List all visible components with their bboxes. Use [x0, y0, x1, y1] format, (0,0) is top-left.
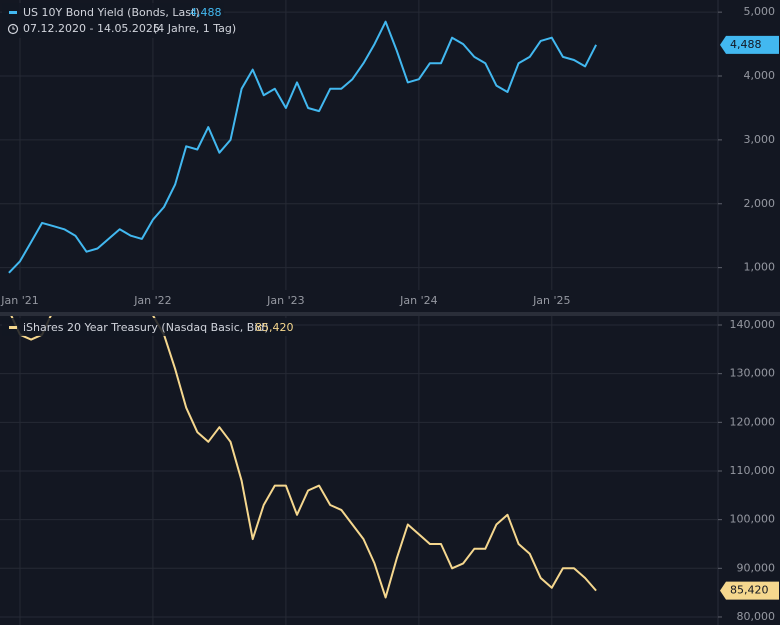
legend-bg: [2, 318, 292, 336]
grid: [0, 0, 718, 625]
line-series: [8, 20, 597, 274]
y-tick-label: 4,000: [744, 69, 776, 82]
y-tick-label: 110,000: [730, 464, 776, 477]
x-tick-label: Jan '23: [266, 294, 304, 307]
legend-label: US 10Y Bond Yield (Bonds, Last): [23, 6, 200, 19]
y-tick-label: 5,000: [744, 5, 776, 18]
y-tick-label: 90,000: [737, 561, 776, 574]
x-tick-label: Jan '22: [133, 294, 171, 307]
x-tick-label: Jan '24: [399, 294, 437, 307]
legend-value: 4,488: [190, 6, 222, 19]
date-range: 07.12.2020 - 14.05.2025: [23, 22, 160, 35]
y-tick-label: 3,000: [744, 133, 776, 146]
price-badge-label: 85,420: [730, 584, 769, 597]
y-tick-label: 130,000: [730, 367, 776, 380]
line-series: [10, 316, 597, 599]
y-tick-label: 120,000: [730, 415, 776, 428]
axis: Jan '21 Jan '22 Jan '23 Jan '24 Jan '25 1,000…: [0, 5, 779, 623]
period: (4 Jahre, 1 Tag): [153, 22, 236, 35]
clock-icon: [7, 23, 19, 35]
legend-bg: [2, 20, 232, 38]
pane-separator: [0, 312, 780, 316]
y-tick-label: 100,000: [730, 513, 776, 526]
x-tick-label: Jan '25: [532, 294, 570, 307]
clock-hand: [12, 26, 15, 30]
price-badge-label: 4,488: [730, 38, 762, 51]
legend-swatch: [9, 11, 17, 14]
legend-swatch: [9, 326, 17, 329]
price-badge: [720, 35, 779, 54]
y-tick-label: 1,000: [744, 261, 776, 274]
legend-bg: [2, 3, 224, 21]
y-tick-label: 2,000: [744, 197, 776, 210]
y-tick-label: 140,000: [730, 318, 776, 331]
legend: US 10Y Bond Yield (Bonds, Last) 4,488 07…: [2, 3, 294, 336]
price-badge: [720, 581, 779, 600]
y-tick-label: 80,000: [737, 610, 776, 623]
plot: [8, 20, 597, 599]
legend-label: iShares 20 Year Treasury (Nasdaq Basic, …: [23, 321, 269, 334]
legend-value: 85,420: [255, 321, 294, 334]
x-tick-label: Jan '21: [0, 294, 38, 307]
